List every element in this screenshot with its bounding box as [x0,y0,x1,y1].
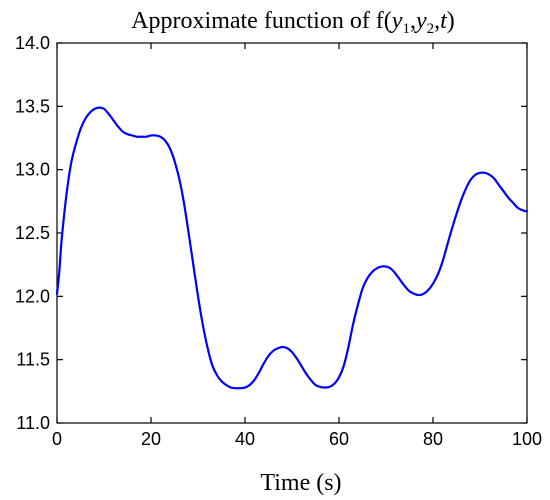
title-sep-2: , [434,8,440,34]
y-tick-label: 12.0 [15,286,50,306]
y-tick-label: 13.0 [15,160,50,180]
title-var-t: t [440,8,448,34]
x-axis: 0 20 40 60 80 100 [52,43,542,449]
title-sub-2: 2 [427,21,435,37]
plot-frame [56,42,528,424]
title-var-y2: y [414,8,427,34]
x-tick-label: 20 [141,429,161,449]
title-var-y1: y [390,8,403,34]
title-sub-1: 1 [402,21,410,37]
y-axis: 11.0 11.5 12.0 12.5 13.0 13.5 14.0 [15,33,527,433]
x-tick-label: 0 [52,429,62,449]
title-sep-1: , [410,8,416,34]
x-axis-label: Time (s) [260,470,341,496]
y-tick-label: 14.0 [15,33,50,53]
x-tick-label: 60 [329,429,349,449]
title-suffix: ) [447,8,455,34]
y-tick-label: 13.5 [15,96,50,116]
x-tick-label: 100 [512,429,542,449]
x-tick-label: 80 [423,429,443,449]
series-line [55,106,529,390]
y-tick-label: 11.0 [16,413,50,433]
title-prefix: Approximate function of f( [131,8,392,34]
y-tick-label: 11.5 [16,350,50,370]
y-tick-label: 12.5 [15,223,50,243]
x-tick-label: 40 [235,429,255,449]
chart-title-text: Approximate function of f(y1,y2,t) [131,8,455,37]
chart-title: Approximate function of f(y1,y2,t) [131,8,455,37]
